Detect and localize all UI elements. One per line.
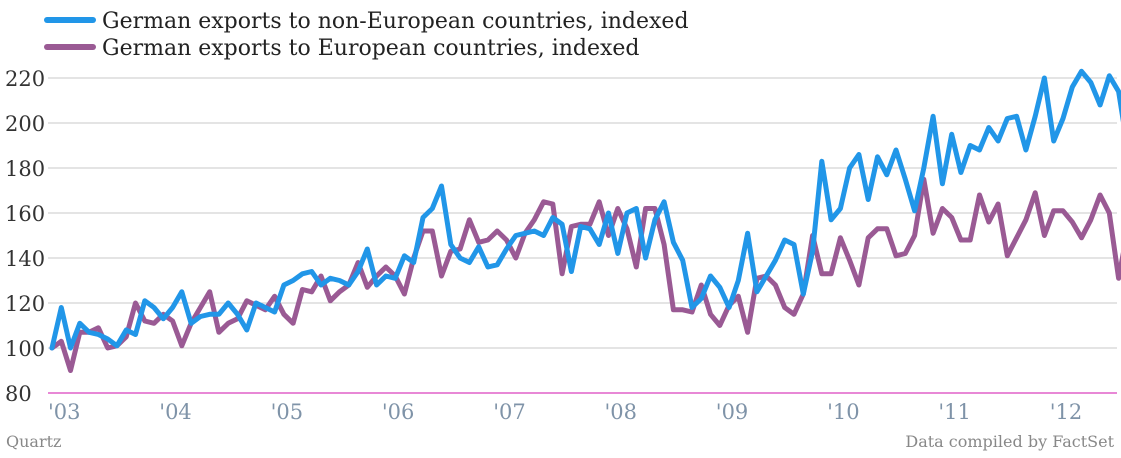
x-tick-label: '07 xyxy=(493,400,526,424)
legend-label-0: German exports to non-European countries… xyxy=(102,9,689,34)
x-tick-label: '06 xyxy=(382,400,415,424)
y-tick-label: 160 xyxy=(5,202,45,226)
y-tick-label: 220 xyxy=(5,67,45,91)
grid-lines: 80 100 120 140 160 180 200 220 xyxy=(5,67,1117,406)
x-tick-label: '12 xyxy=(1050,400,1083,424)
source-credit-factset: Data compiled by FactSet xyxy=(905,432,1114,451)
y-tick-label: 140 xyxy=(5,247,45,271)
x-axis: '03 '04 '05 '06 '07 '08 '09 '10 '11 '12 xyxy=(48,400,1082,424)
y-tick-label: 80 xyxy=(5,382,32,406)
legend: German exports to non-European countries… xyxy=(44,9,689,61)
x-tick-label: '09 xyxy=(716,400,749,424)
y-tick-label: 100 xyxy=(5,337,45,361)
y-tick-label: 180 xyxy=(5,157,45,181)
x-tick-label: '10 xyxy=(827,400,860,424)
series-lines xyxy=(49,68,1121,373)
y-tick-label: 120 xyxy=(5,292,45,316)
x-tick-label: '11 xyxy=(938,400,971,424)
legend-label-1: German exports to European countries, in… xyxy=(102,36,640,61)
series-line-0 xyxy=(49,68,1121,351)
series-line-1 xyxy=(49,176,1121,373)
x-tick-label: '04 xyxy=(159,400,192,424)
y-tick-label: 200 xyxy=(5,112,45,136)
x-tick-label: '08 xyxy=(605,400,638,424)
x-tick-label: '03 xyxy=(48,400,81,424)
source-credit-quartz: Quartz xyxy=(6,432,61,451)
x-tick-label: '05 xyxy=(271,400,304,424)
